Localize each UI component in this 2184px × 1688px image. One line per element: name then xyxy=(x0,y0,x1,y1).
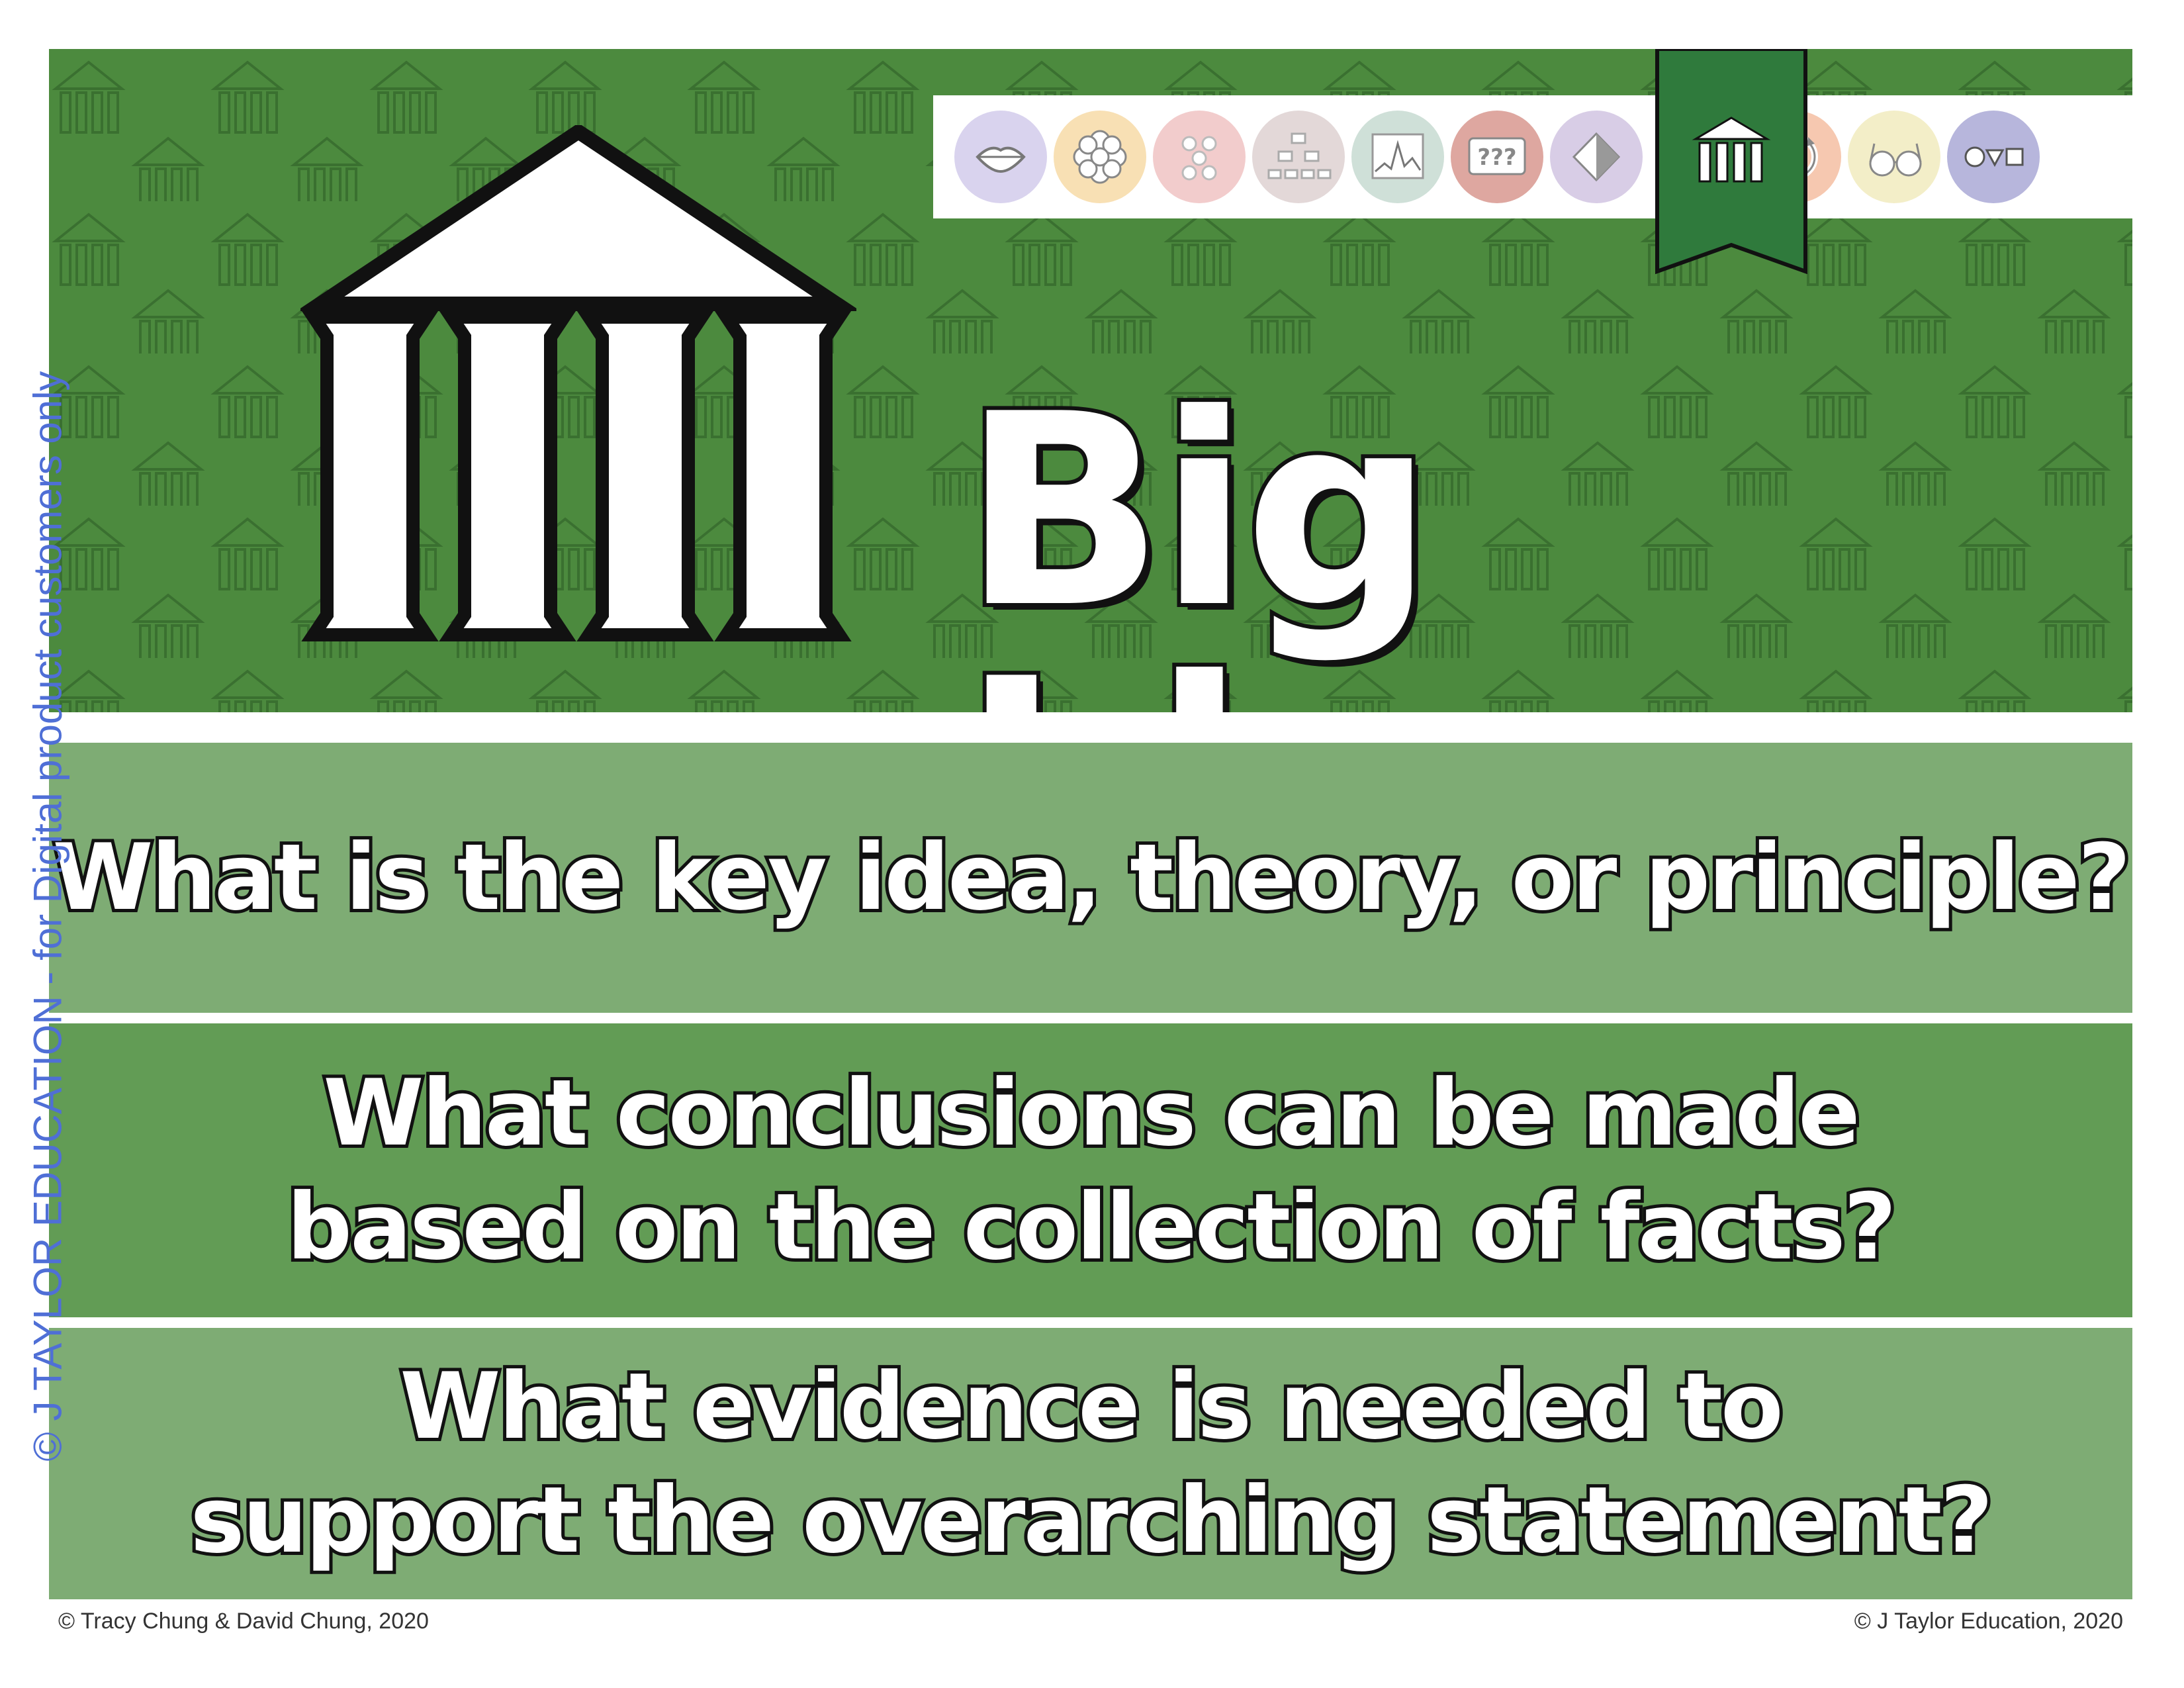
hierarchy-icon[interactable] xyxy=(1252,111,1345,203)
question-line: based on the collection of facts? xyxy=(283,1170,1899,1284)
question-marks-icon[interactable]: ??? xyxy=(1451,111,1543,203)
question-line: support the overarching statement? xyxy=(187,1464,1996,1577)
diamond-icon[interactable] xyxy=(1550,111,1643,203)
lips-icon[interactable] xyxy=(954,111,1047,203)
question-band-1: What is the key idea, theory, or princip… xyxy=(49,743,2134,1013)
topic-nav-strip: ??? xyxy=(933,95,2132,218)
flower-icon[interactable] xyxy=(1054,111,1146,203)
footer-credit-right: © J Taylor Education, 2020 xyxy=(1854,1609,2123,1634)
svg-text:???: ??? xyxy=(1477,144,1516,171)
question-text: What conclusions can be made based on th… xyxy=(283,1056,1899,1284)
question-text: What is the key idea, theory, or princip… xyxy=(49,821,2134,935)
active-temple-ribbon[interactable] xyxy=(1655,49,1808,274)
graph-icon[interactable] xyxy=(1351,111,1444,203)
question-band-2: What conclusions can be made based on th… xyxy=(49,1023,2132,1317)
footer-credit-left: © Tracy Chung & David Chung, 2020 xyxy=(58,1609,429,1634)
question-line: What is the key idea, theory, or princip… xyxy=(49,821,2134,934)
shapes-icon[interactable] xyxy=(1947,111,2040,203)
question-line: What evidence is needed to xyxy=(396,1350,1786,1463)
temple-icon xyxy=(300,125,856,641)
dots-icon[interactable] xyxy=(1153,111,1246,203)
page-title: Big Idea xyxy=(958,358,1596,713)
question-line: What conclusions can be made xyxy=(320,1056,1863,1170)
glasses-icon[interactable] xyxy=(1848,111,1940,203)
temple-icon xyxy=(1692,117,1771,183)
question-band-3: What evidence is needed to support the o… xyxy=(49,1328,2132,1599)
question-text: What evidence is needed to support the o… xyxy=(187,1350,1996,1577)
copyright-watermark: © J TAYLOR EDUCATION - for Digital produ… xyxy=(25,371,70,1462)
